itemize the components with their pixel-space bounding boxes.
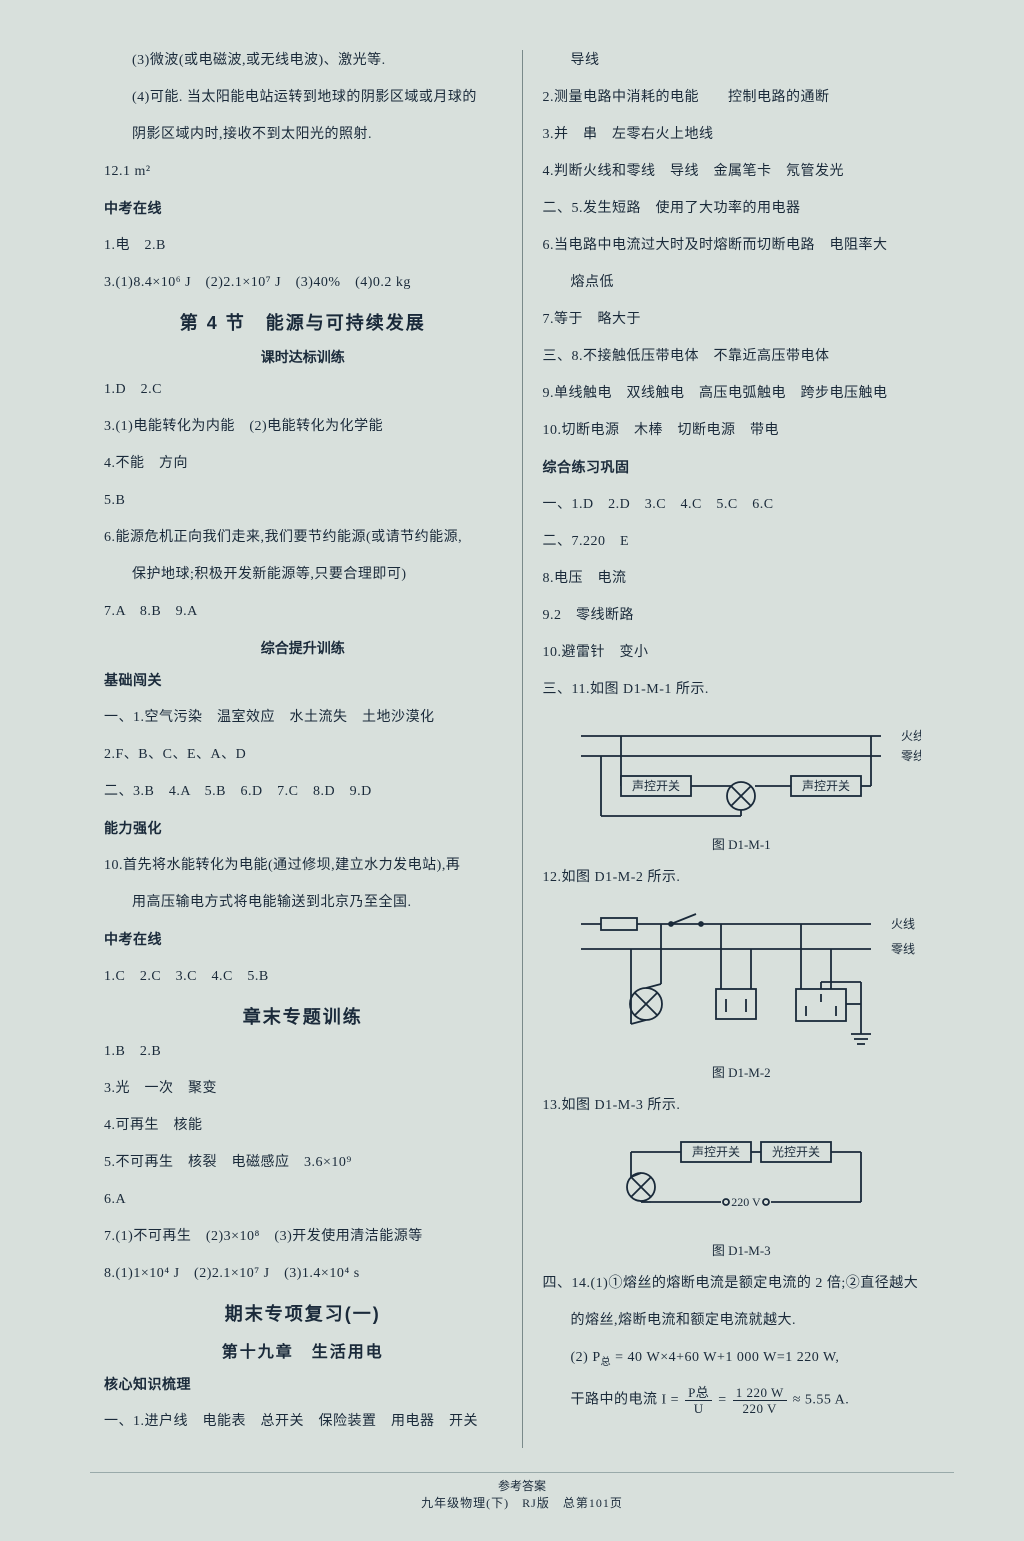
text-line: 1.电 2.B	[104, 235, 502, 256]
text-line: 9.单线触电 双线触电 高压电弧触电 跨步电压触电	[543, 383, 941, 404]
subheading: 中考在线	[104, 198, 502, 219]
page-footer-title: 参考答案	[90, 1472, 954, 1494]
switch-label: 光控开关	[772, 1145, 820, 1159]
text-line: 7.等于 略大于	[543, 309, 941, 330]
text-line: 1.B 2.B	[104, 1041, 502, 1062]
text-line: 导线	[543, 50, 941, 71]
text-line: 二、7.220 E	[543, 531, 941, 552]
text-line: 一、1.空气污染 温室效应 水土流失 土地沙漠化	[104, 707, 502, 728]
subheading: 能力强化	[104, 818, 502, 839]
switch-label: 声控开关	[692, 1145, 740, 1159]
left-column: (3)微波(或电磁波,或无线电波)、激光等. (4)可能. 当太阳能电站运转到地…	[90, 50, 523, 1448]
text-line: 3.光 一次 聚变	[104, 1078, 502, 1099]
wire-label: 火线	[891, 917, 915, 931]
text-line: 保护地球;积极开发新能源等,只要合理即可)	[104, 564, 502, 585]
text-line: 10.避雷针 变小	[543, 642, 941, 663]
section-heading: 期末专项复习(一)	[104, 1300, 502, 1326]
text-line: 1.D 2.C	[104, 379, 502, 400]
voltage-label: 220 V	[732, 1195, 762, 1209]
subheading: 综合练习巩固	[543, 457, 941, 478]
page: (3)微波(或电磁波,或无线电波)、激光等. (4)可能. 当太阳能电站运转到地…	[0, 0, 1024, 1541]
formula-suffix: ≈ 5.55 A.	[793, 1393, 850, 1408]
text-line: 三、11.如图 D1-M-1 所示.	[543, 679, 941, 700]
circuit-diagram-2: 火线 零线	[561, 904, 921, 1054]
text-line: 4.判断火线和零线 导线 金属笔卡 氖管发光	[543, 161, 941, 182]
circuit-diagram-3: 声控开关 光控开关 220 V	[591, 1132, 891, 1232]
text-line: 7.A 8.B 9.A	[104, 601, 502, 622]
text-line: 阴影区域内时,接收不到太阳光的照射.	[104, 124, 502, 145]
text-line: 3.(1)电能转化为内能 (2)电能转化为化学能	[104, 416, 502, 437]
subheading: 基础闯关	[104, 670, 502, 691]
text-line: 6.能源危机正向我们走来,我们要节约能源(或请节约能源,	[104, 527, 502, 548]
text-line: 二、3.B 4.A 5.B 6.D 7.C 8.D 9.D	[104, 781, 502, 802]
column-layout: (3)微波(或电磁波,或无线电波)、激光等. (4)可能. 当太阳能电站运转到地…	[90, 50, 954, 1448]
text-line: 的熔丝,熔断电流和额定电流就越大.	[543, 1310, 941, 1331]
numerator: 1 220 W	[733, 1386, 787, 1401]
text-line: 5.不可再生 核裂 电磁感应 3.6×10⁹	[104, 1152, 502, 1173]
formula-line: 干路中的电流 I = P总 U = 1 220 W 220 V ≈ 5.55 A…	[543, 1386, 941, 1415]
sub-heading: 课时达标训练	[104, 347, 502, 367]
text-line: 一、1.进户线 电能表 总开关 保险装置 用电器 开关	[104, 1411, 502, 1432]
text-line: 2.测量电路中消耗的电能 控制电路的通断	[543, 87, 941, 108]
formula-prefix: (2) P	[571, 1350, 601, 1365]
text-line: 13.如图 D1-M-3 所示.	[543, 1095, 941, 1116]
text-line: 10.切断电源 木棒 切断电源 带电	[543, 420, 941, 441]
page-footer-info: 九年级物理(下) RJ版 总第101页	[90, 1494, 954, 1511]
text-line: 1.C 2.C 3.C 4.C 5.B	[104, 966, 502, 987]
text-line: 4.不能 方向	[104, 453, 502, 474]
text-line: 二、5.发生短路 使用了大功率的用电器	[543, 198, 941, 219]
text-line: 10.首先将水能转化为电能(通过修坝,建立水力发电站),再	[104, 855, 502, 876]
text-line: 用高压输电方式将电能输送到北京乃至全国.	[104, 892, 502, 913]
text-line: (3)微波(或电磁波,或无线电波)、激光等.	[104, 50, 502, 71]
section-heading: 章末专题训练	[104, 1003, 502, 1029]
text-line: 4.可再生 核能	[104, 1115, 502, 1136]
text-line: 6.当电路中电流过大时及时熔断而切断电路 电阻率大	[543, 235, 941, 256]
wire-label: 零线	[891, 942, 915, 956]
formula-text: = 40 W×4+60 W+1 000 W=1 220 W,	[611, 1350, 839, 1365]
text-line: 三、8.不接触低压带电体 不靠近高压带电体	[543, 346, 941, 367]
text-line: 6.A	[104, 1189, 502, 1210]
denominator: 220 V	[733, 1401, 787, 1415]
text-line: (4)可能. 当太阳能电站运转到地球的阴影区域或月球的	[104, 87, 502, 108]
fraction: 1 220 W 220 V	[733, 1386, 787, 1415]
switch-label: 声控开关	[632, 779, 680, 793]
text-line: 3.(1)8.4×10⁶ J (2)2.1×10⁷ J (3)40% (4)0.…	[104, 272, 502, 293]
subheading: 中考在线	[104, 929, 502, 950]
subscript: 总	[601, 1357, 612, 1368]
diagram-caption: 图 D1-M-2	[543, 1062, 941, 1081]
sub-heading: 综合提升训练	[104, 638, 502, 658]
text-line: 一、1.D 2.D 3.C 4.C 5.C 6.C	[543, 494, 941, 515]
formula-prefix: 干路中的电流 I =	[571, 1393, 684, 1408]
equals: =	[718, 1393, 730, 1408]
diagram-caption: 图 D1-M-3	[543, 1240, 941, 1259]
fraction: P总 U	[685, 1386, 712, 1415]
text-line: 熔点低	[543, 272, 941, 293]
wire-label: 零线	[901, 749, 921, 763]
circuit-diagram-1: 声控开关 声控开关 火线 零线	[561, 716, 921, 826]
formula-line: (2) P总 = 40 W×4+60 W+1 000 W=1 220 W,	[543, 1347, 941, 1370]
denominator: U	[685, 1401, 712, 1415]
text-line: 9.2 零线断路	[543, 605, 941, 626]
right-column: 导线 2.测量电路中消耗的电能 控制电路的通断 3.并 串 左零右火上地线 4.…	[523, 50, 955, 1448]
diagram-caption: 图 D1-M-1	[543, 834, 941, 853]
switch-label: 声控开关	[802, 779, 850, 793]
numerator: P总	[685, 1386, 712, 1401]
text-line: 12.1 m²	[104, 161, 502, 182]
wire-label: 火线	[901, 729, 921, 743]
text-line: 5.B	[104, 490, 502, 511]
text-line: 四、14.(1)①熔丝的熔断电流是额定电流的 2 倍;②直径越大	[543, 1273, 941, 1294]
subheading: 核心知识梳理	[104, 1374, 502, 1395]
section-heading: 第 4 节 能源与可持续发展	[104, 309, 502, 335]
text-line: 8.(1)1×10⁴ J (2)2.1×10⁷ J (3)1.4×10⁴ s	[104, 1263, 502, 1284]
text-line: 7.(1)不可再生 (2)3×10⁸ (3)开发使用清洁能源等	[104, 1226, 502, 1247]
text-line: 2.F、B、C、E、A、D	[104, 744, 502, 765]
text-line: 8.电压 电流	[543, 568, 941, 589]
text-line: 3.并 串 左零右火上地线	[543, 124, 941, 145]
text-line: 12.如图 D1-M-2 所示.	[543, 867, 941, 888]
section-heading: 第十九章 生活用电	[104, 1338, 502, 1362]
